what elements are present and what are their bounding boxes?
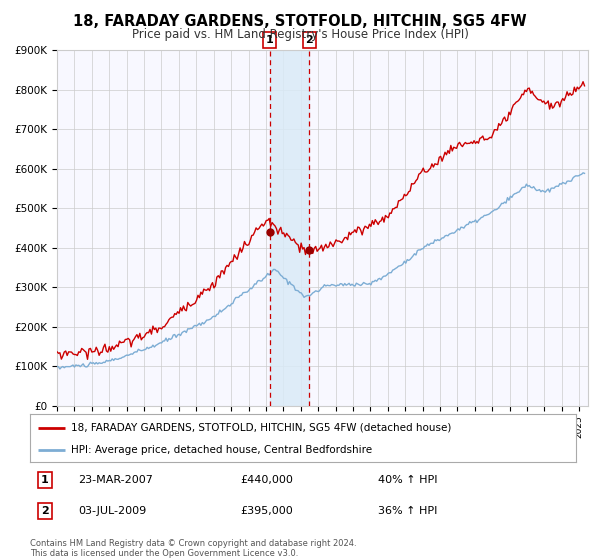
Text: Price paid vs. HM Land Registry's House Price Index (HPI): Price paid vs. HM Land Registry's House … [131, 28, 469, 41]
Text: 1: 1 [266, 35, 274, 45]
Text: 36% ↑ HPI: 36% ↑ HPI [378, 506, 437, 516]
Text: HPI: Average price, detached house, Central Bedfordshire: HPI: Average price, detached house, Cent… [71, 445, 372, 455]
Text: £440,000: £440,000 [240, 475, 293, 485]
Text: Contains HM Land Registry data © Crown copyright and database right 2024.
This d: Contains HM Land Registry data © Crown c… [30, 539, 356, 558]
Text: 18, FARADAY GARDENS, STOTFOLD, HITCHIN, SG5 4FW (detached house): 18, FARADAY GARDENS, STOTFOLD, HITCHIN, … [71, 423, 451, 433]
Text: 23-MAR-2007: 23-MAR-2007 [78, 475, 153, 485]
Text: 1: 1 [41, 475, 49, 485]
Text: 40% ↑ HPI: 40% ↑ HPI [378, 475, 437, 485]
Text: 03-JUL-2009: 03-JUL-2009 [78, 506, 146, 516]
Text: 2: 2 [305, 35, 313, 45]
Text: 18, FARADAY GARDENS, STOTFOLD, HITCHIN, SG5 4FW: 18, FARADAY GARDENS, STOTFOLD, HITCHIN, … [73, 14, 527, 29]
Text: 2: 2 [41, 506, 49, 516]
Bar [270, 50, 310, 406]
Text: £395,000: £395,000 [240, 506, 293, 516]
